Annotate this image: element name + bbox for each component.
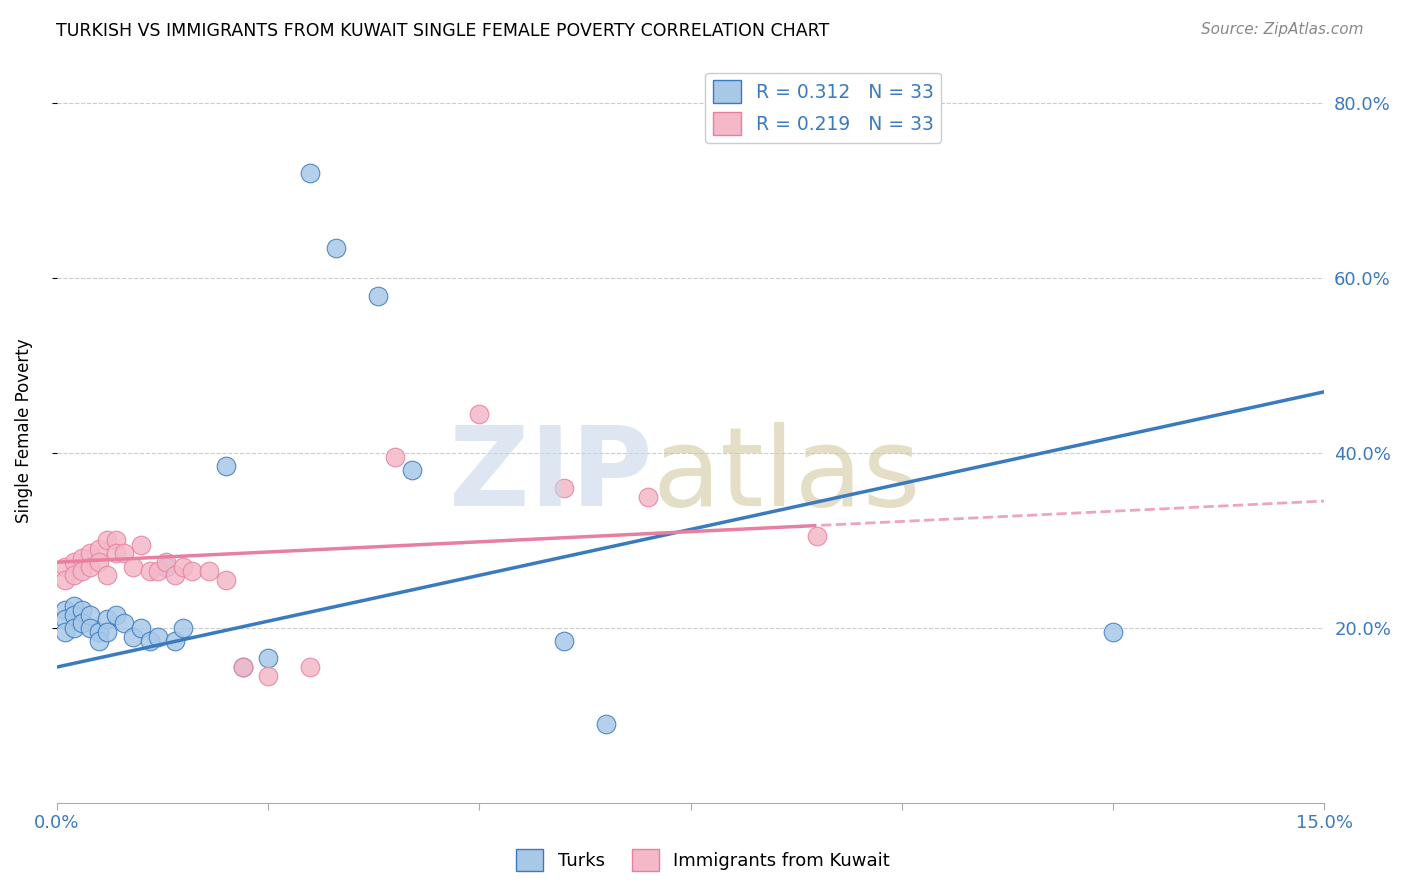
Point <box>87 633 110 648</box>
Point <box>163 633 186 648</box>
Text: atlas: atlas <box>652 422 921 529</box>
Point <box>553 481 575 495</box>
Point <box>155 559 177 574</box>
Point <box>62 555 84 569</box>
Point <box>104 607 127 622</box>
Point <box>70 603 93 617</box>
Point <box>79 607 101 622</box>
Point <box>146 564 169 578</box>
Point <box>121 559 143 574</box>
Point <box>79 546 101 560</box>
Point <box>70 564 93 578</box>
Point <box>79 621 101 635</box>
Legend: Turks, Immigrants from Kuwait: Turks, Immigrants from Kuwait <box>509 842 897 879</box>
Point <box>96 568 118 582</box>
Point <box>257 669 280 683</box>
Point <box>96 533 118 548</box>
Point <box>96 625 118 640</box>
Point <box>62 568 84 582</box>
Point <box>232 660 254 674</box>
Point <box>384 450 406 465</box>
Point <box>806 529 828 543</box>
Point <box>87 542 110 557</box>
Point <box>180 564 202 578</box>
Point <box>96 612 118 626</box>
Point <box>53 612 76 626</box>
Point <box>214 573 236 587</box>
Point <box>299 166 322 180</box>
Point <box>172 559 194 574</box>
Text: ZIP: ZIP <box>449 422 652 529</box>
Point <box>138 564 160 578</box>
Point <box>62 599 84 613</box>
Point <box>53 625 76 640</box>
Point <box>53 603 76 617</box>
Text: TURKISH VS IMMIGRANTS FROM KUWAIT SINGLE FEMALE POVERTY CORRELATION CHART: TURKISH VS IMMIGRANTS FROM KUWAIT SINGLE… <box>56 22 830 40</box>
Legend: R = 0.312   N = 33, R = 0.219   N = 33: R = 0.312 N = 33, R = 0.219 N = 33 <box>704 72 941 143</box>
Point <box>197 564 219 578</box>
Point <box>70 550 93 565</box>
Point <box>553 633 575 648</box>
Point <box>129 538 152 552</box>
Point <box>70 616 93 631</box>
Point <box>214 458 236 473</box>
Y-axis label: Single Female Poverty: Single Female Poverty <box>15 339 32 524</box>
Point <box>87 555 110 569</box>
Point <box>155 555 177 569</box>
Point <box>172 621 194 635</box>
Point <box>367 288 389 302</box>
Point <box>129 621 152 635</box>
Point <box>62 607 84 622</box>
Point <box>53 559 76 574</box>
Point <box>163 568 186 582</box>
Point <box>299 660 322 674</box>
Point <box>79 559 101 574</box>
Text: Source: ZipAtlas.com: Source: ZipAtlas.com <box>1201 22 1364 37</box>
Point <box>121 630 143 644</box>
Point <box>138 633 160 648</box>
Point <box>468 407 491 421</box>
Point <box>87 625 110 640</box>
Point <box>325 241 347 255</box>
Point <box>112 616 135 631</box>
Point <box>1102 625 1125 640</box>
Point <box>146 630 169 644</box>
Point <box>112 546 135 560</box>
Point <box>104 546 127 560</box>
Point <box>257 651 280 665</box>
Point <box>53 573 76 587</box>
Point <box>62 621 84 635</box>
Point <box>232 660 254 674</box>
Point <box>401 463 423 477</box>
Point <box>104 533 127 548</box>
Point <box>637 490 659 504</box>
Point <box>595 717 617 731</box>
